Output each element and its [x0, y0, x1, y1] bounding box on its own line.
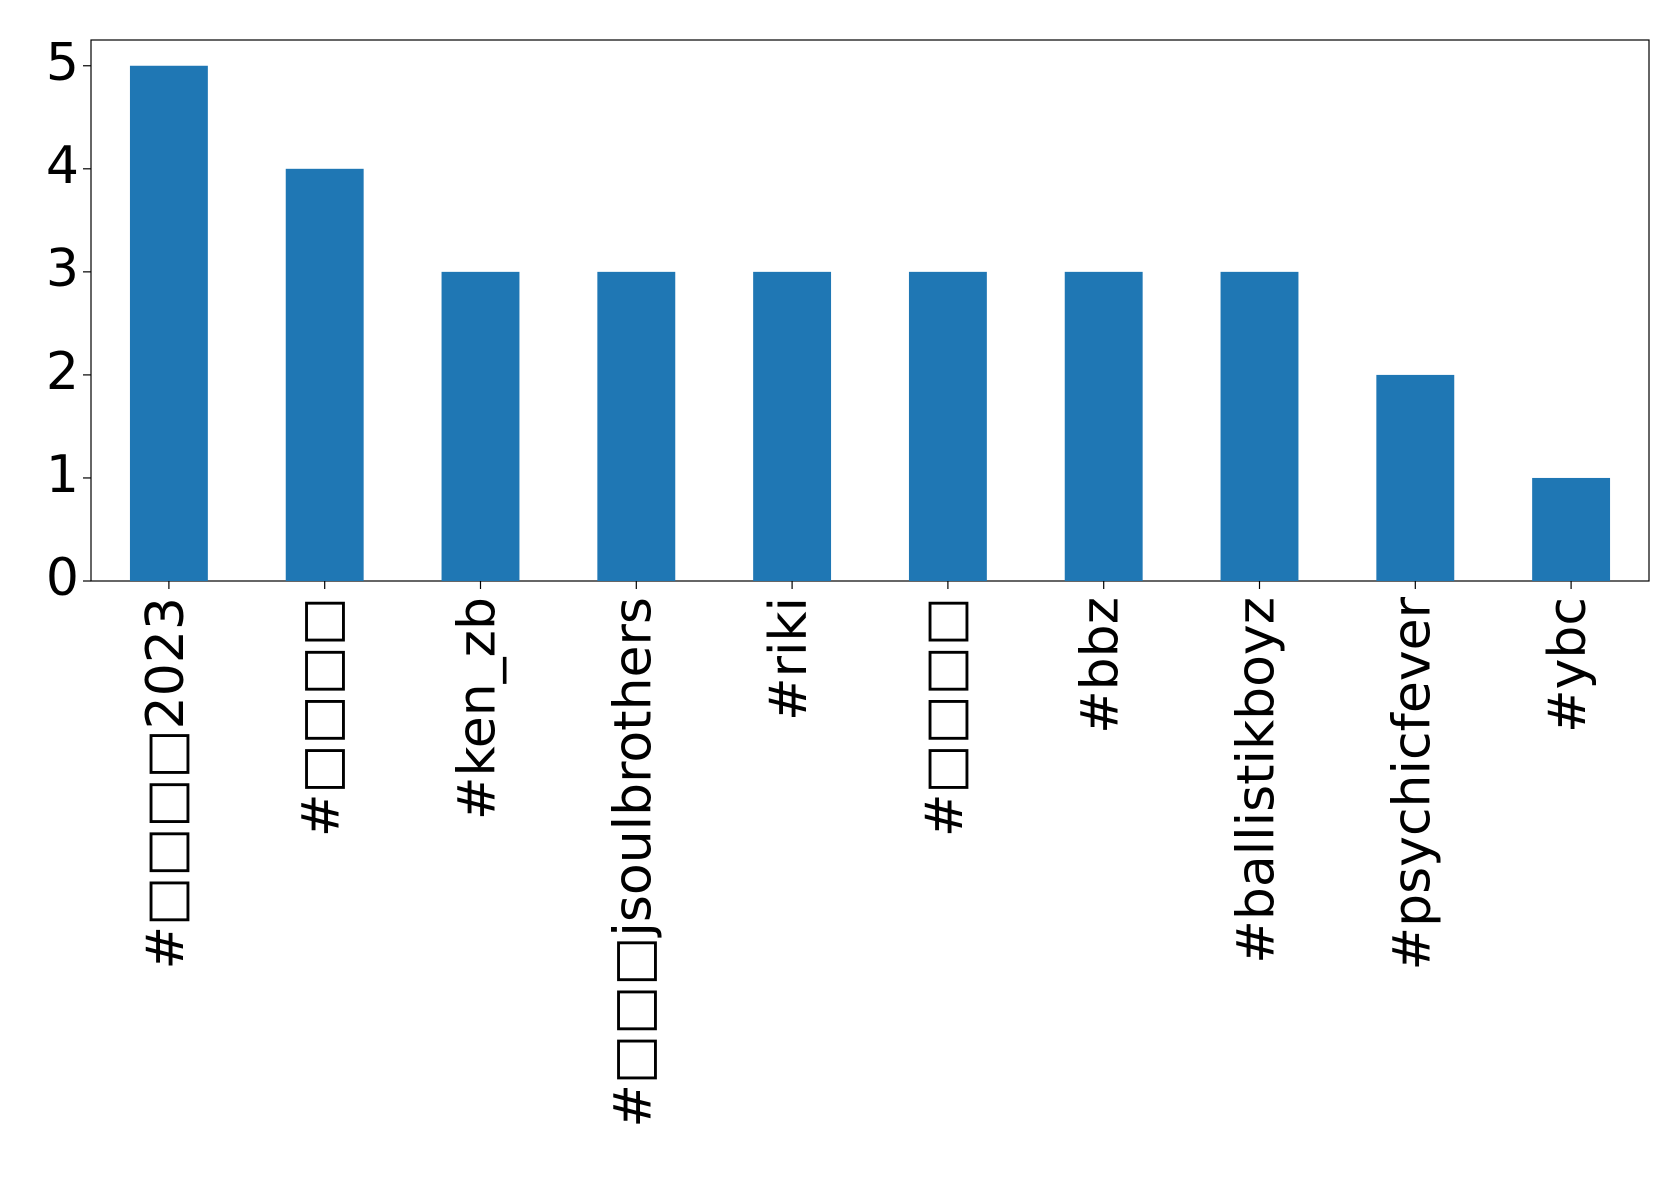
bar: [597, 271, 676, 581]
y-tick-label: 3: [46, 239, 79, 299]
y-tick-label: 5: [46, 33, 79, 93]
x-tick-label: #bbz: [1071, 597, 1131, 734]
x-tick-label: #ballistikboyz: [1227, 597, 1287, 964]
bar: [1220, 271, 1299, 581]
y-tick-label: 0: [46, 548, 79, 608]
bar: [1532, 477, 1611, 581]
bar: [441, 271, 520, 581]
x-tick-label: #ybc: [1538, 597, 1598, 733]
axes-frame: [90, 39, 1650, 582]
x-tick-label: #□□□□: [915, 597, 975, 837]
x-tick-label: #riki: [759, 597, 819, 721]
bar: [1064, 271, 1143, 581]
bar: [753, 271, 832, 581]
x-tick-label: #psychicfever: [1382, 596, 1442, 970]
y-tick-label: 4: [46, 136, 79, 196]
x-tick-label: #□□□□: [292, 597, 352, 837]
y-tick-label: 2: [46, 342, 79, 402]
y-tick-label: 1: [46, 445, 79, 505]
bar: [908, 271, 987, 581]
x-tick-label: #ken_zb: [448, 597, 508, 820]
bar: [129, 65, 208, 581]
x-tick-label: #□□□jsoulbrothers: [603, 597, 663, 1128]
bar: [285, 168, 364, 582]
bar: [1376, 374, 1455, 581]
x-tick-label: #□□□□2023: [136, 597, 196, 969]
